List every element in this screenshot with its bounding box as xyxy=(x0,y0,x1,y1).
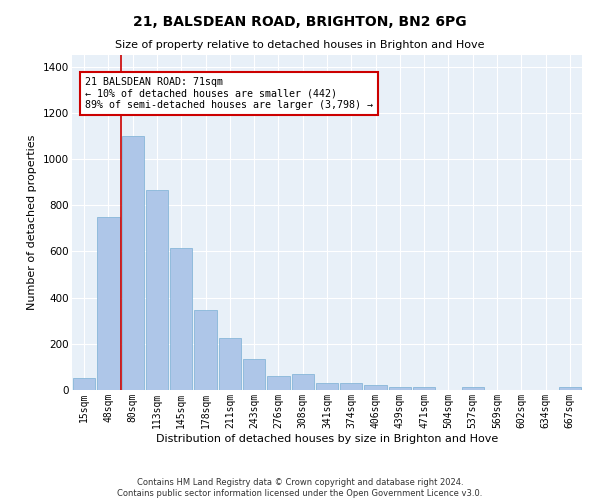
Text: Size of property relative to detached houses in Brighton and Hove: Size of property relative to detached ho… xyxy=(115,40,485,50)
Bar xyxy=(218,338,241,390)
Bar xyxy=(170,248,193,390)
Bar xyxy=(97,216,119,390)
Bar xyxy=(364,385,387,390)
Bar xyxy=(146,190,168,390)
Bar xyxy=(122,136,144,390)
Bar xyxy=(194,310,217,390)
Bar xyxy=(316,383,338,390)
Bar xyxy=(267,376,290,390)
Bar xyxy=(413,386,436,390)
Bar xyxy=(73,378,95,390)
Bar xyxy=(340,383,362,390)
Y-axis label: Number of detached properties: Number of detached properties xyxy=(28,135,37,310)
X-axis label: Distribution of detached houses by size in Brighton and Hove: Distribution of detached houses by size … xyxy=(156,434,498,444)
Bar xyxy=(389,386,411,390)
Text: 21 BALSDEAN ROAD: 71sqm
← 10% of detached houses are smaller (442)
89% of semi-d: 21 BALSDEAN ROAD: 71sqm ← 10% of detache… xyxy=(85,77,373,110)
Bar xyxy=(243,359,265,390)
Bar xyxy=(559,387,581,390)
Bar xyxy=(292,374,314,390)
Text: Contains HM Land Registry data © Crown copyright and database right 2024.
Contai: Contains HM Land Registry data © Crown c… xyxy=(118,478,482,498)
Text: 21, BALSDEAN ROAD, BRIGHTON, BN2 6PG: 21, BALSDEAN ROAD, BRIGHTON, BN2 6PG xyxy=(133,15,467,29)
Bar xyxy=(461,387,484,390)
